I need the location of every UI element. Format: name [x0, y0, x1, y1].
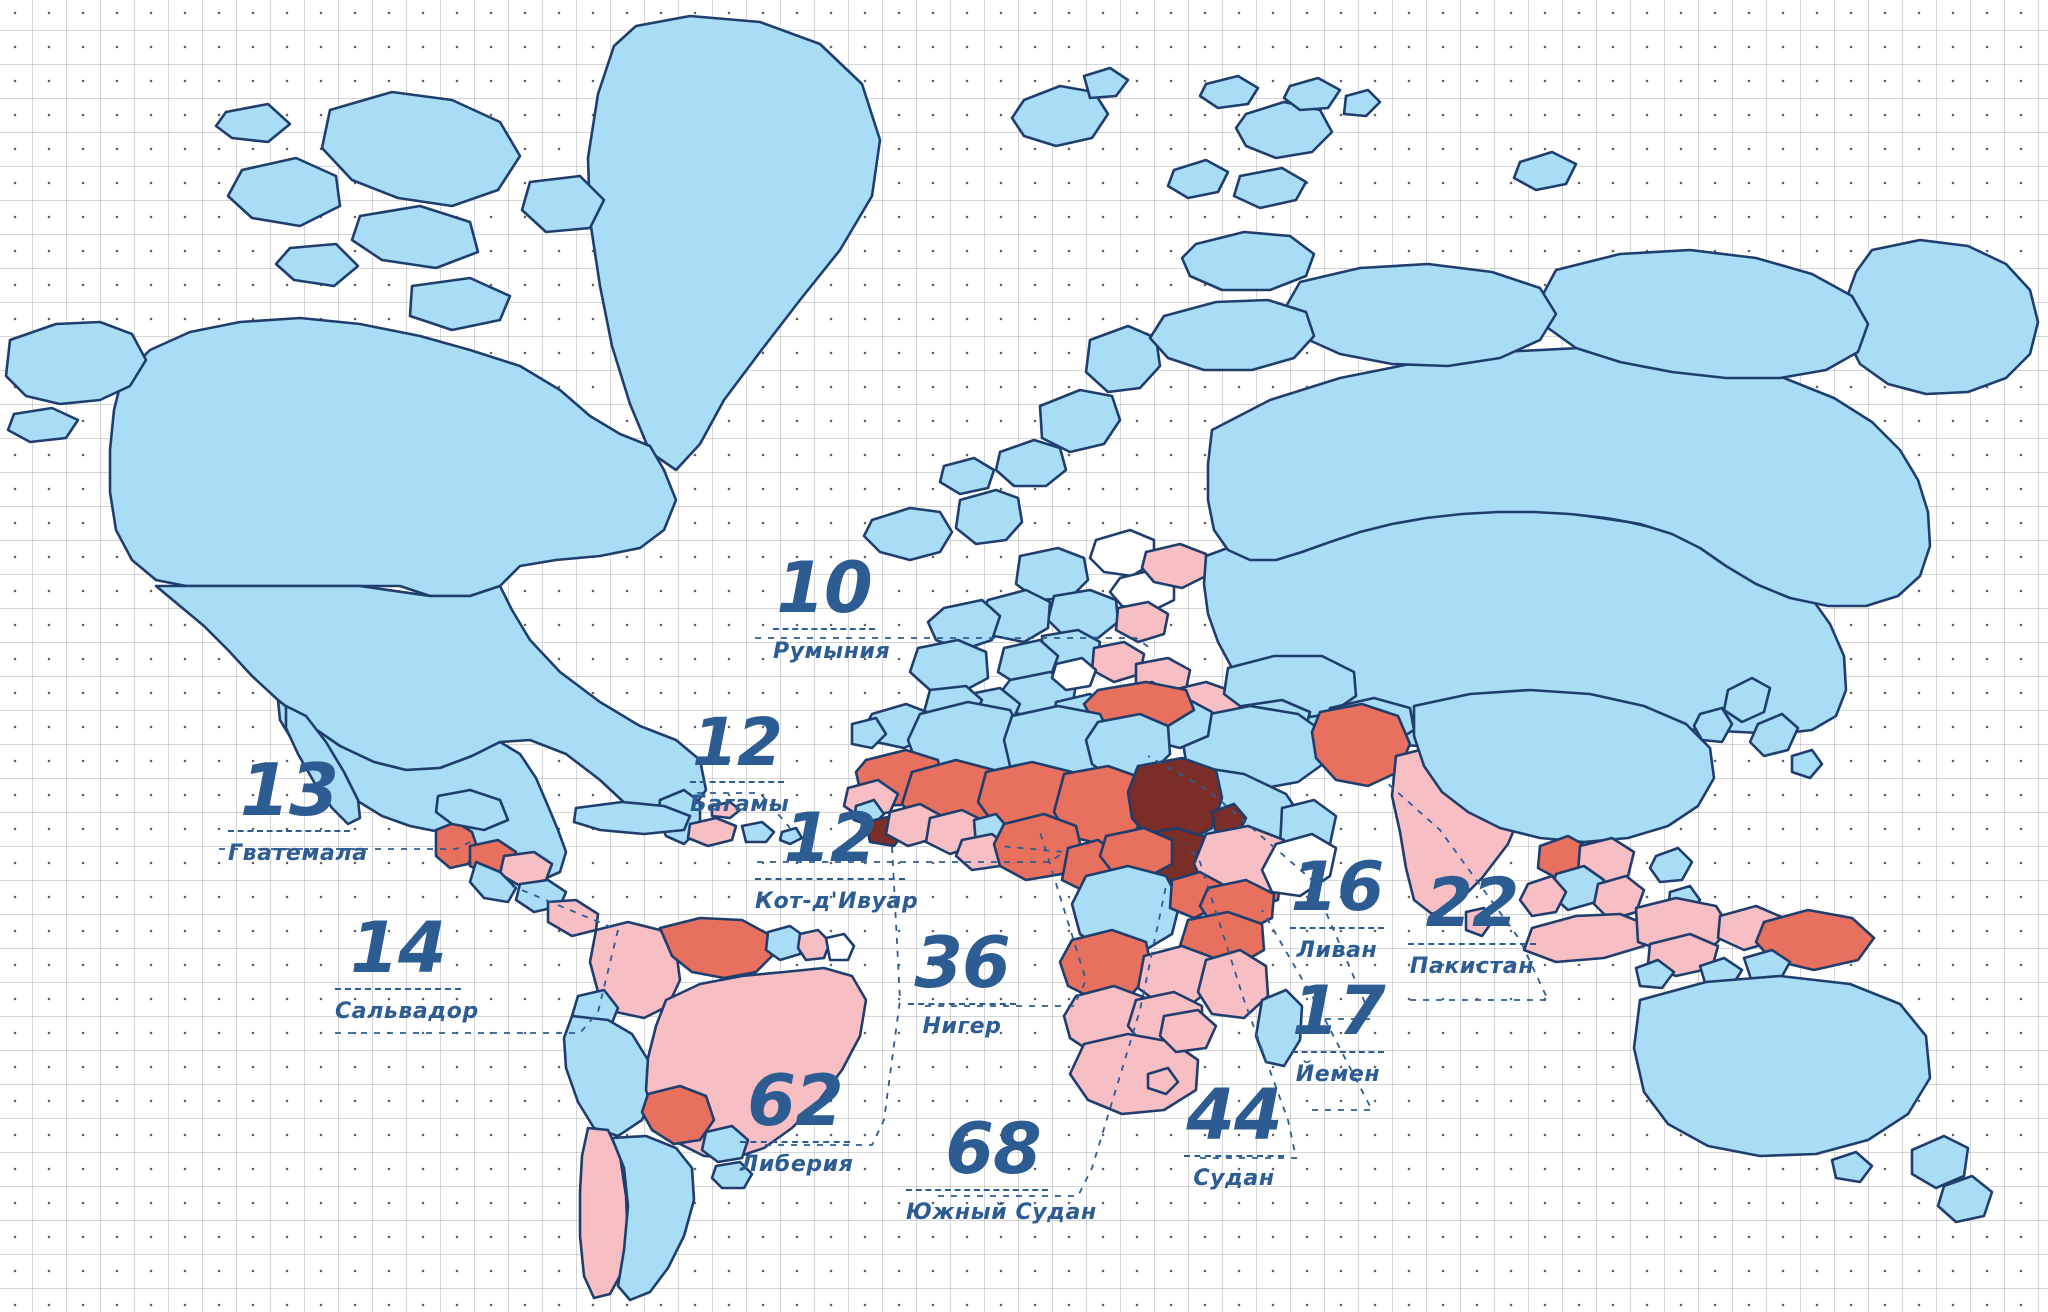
callout-label: Багамы: [690, 791, 790, 817]
callout-value: 12: [692, 704, 783, 781]
callout-liberia[interactable]: 62 Либерия: [740, 1060, 854, 1177]
callout-label: Ливан: [1296, 937, 1378, 963]
callout-rule: [755, 877, 905, 880]
callout-value: 68: [945, 1108, 1041, 1190]
callout-label: Кот-д'Ивуар: [755, 888, 919, 914]
callout-label: Румыния: [773, 638, 891, 664]
callout-value: 44: [1186, 1074, 1282, 1156]
callout-rule: [690, 780, 784, 783]
callout-label: Либерия: [740, 1151, 854, 1177]
callout-rule: [908, 1002, 1016, 1005]
callout-value: 17: [1292, 972, 1386, 1051]
callout-label: Судан: [1193, 1165, 1275, 1191]
callout-value: 10: [776, 547, 872, 629]
callout-value: 14: [350, 907, 446, 989]
callout-el-salvador[interactable]: 14 Сальвадор: [335, 907, 479, 1024]
callout-rule: [335, 987, 461, 990]
callout-rule: [1290, 926, 1384, 929]
callout-sudan[interactable]: 44 Судан: [1184, 1074, 1284, 1191]
callout-label: Нигер: [922, 1013, 1002, 1039]
callout-label: Пакистан: [1409, 953, 1535, 979]
callout-value: 12: [783, 799, 878, 878]
callout-value: 62: [747, 1060, 843, 1142]
callout-rule: [1292, 1050, 1384, 1053]
callout-romania[interactable]: 10 Румыния: [773, 547, 891, 664]
callout-label: Гватемала: [228, 841, 368, 867]
callout-rule: [773, 627, 875, 630]
callout-lebanon[interactable]: 16 Ливан: [1290, 848, 1385, 963]
callout-niger[interactable]: 36 Нигер: [908, 922, 1016, 1039]
callout-label: Сальвадор: [335, 998, 479, 1024]
callout-rule: [1184, 1154, 1284, 1157]
callout-rule: [1408, 942, 1536, 945]
callout-value: 16: [1290, 848, 1385, 927]
callout-rule: [906, 1188, 1048, 1191]
callout-pakistan[interactable]: 22 Пакистан: [1408, 864, 1536, 979]
callout-rule: [228, 830, 350, 833]
callout-value: 13: [239, 748, 339, 832]
callout-value: 36: [914, 922, 1010, 1004]
callout-guatemala[interactable]: 13 Гватемала: [228, 748, 368, 867]
callout-yemen[interactable]: 17 Йемен: [1292, 972, 1386, 1087]
callout-rule: [740, 1140, 850, 1143]
callout-cote-divoire[interactable]: 12 Кот-д'Ивуар: [755, 799, 919, 914]
callout-south-sudan[interactable]: 68 Южный Судан: [906, 1108, 1096, 1225]
callout-bahamas[interactable]: 12 Багамы: [690, 704, 790, 817]
callout-label: Южный Судан: [906, 1199, 1097, 1225]
callout-value: 22: [1425, 864, 1520, 943]
callout-label: Йемен: [1295, 1061, 1381, 1087]
